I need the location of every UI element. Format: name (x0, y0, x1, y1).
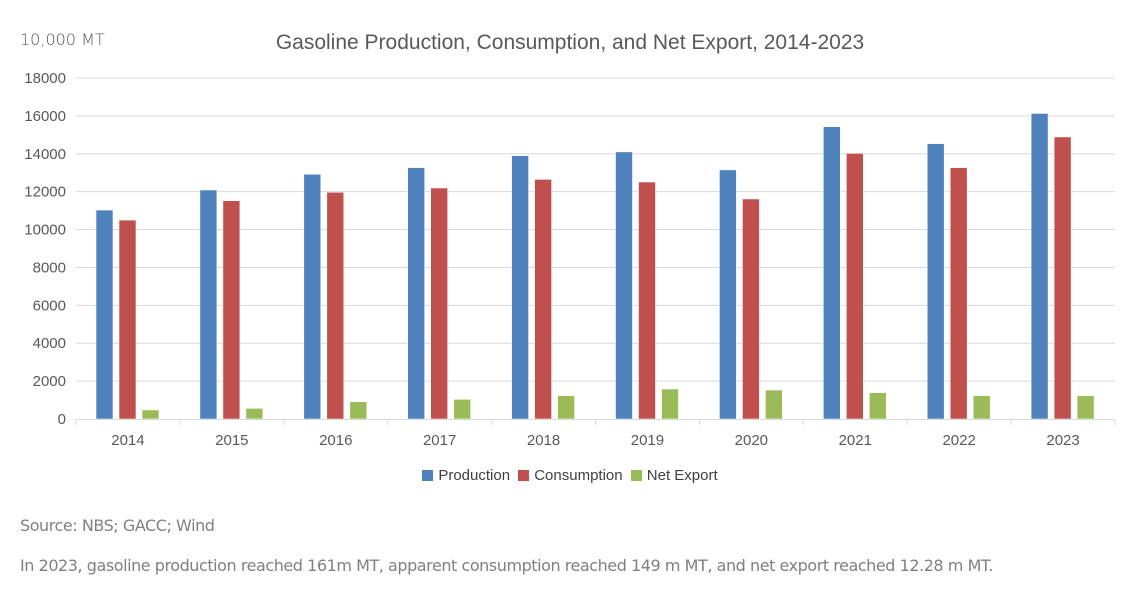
bar-net-export-2023 (1076, 395, 1095, 420)
bar-production-2016 (303, 173, 322, 420)
bar-chart: 0 2000 4000 6000 8000 10000 12000 14000 16000 180… (24, 70, 1116, 449)
bar-net-export-2021 (868, 392, 887, 420)
legend-label: Production (438, 467, 511, 484)
x-tick-label: 2015 (215, 432, 248, 449)
legend-swatch-consumption (518, 470, 530, 481)
legend: Production Consumption Net Export (0, 467, 1125, 484)
x-tick-label: 2016 (319, 432, 352, 449)
source-note: Source: NBS; GACC; Wind (20, 516, 215, 535)
bar-production-2018 (511, 155, 529, 420)
bar-net-export-2015 (245, 407, 264, 420)
x-axis: 2014 2015 2016 2017 2018 2019 2020 2021 2022 2023 (75, 419, 1116, 449)
bar-production-2020 (719, 169, 737, 420)
bar-net-export-2014 (141, 409, 160, 420)
bar-net-export-2017 (453, 398, 472, 420)
legend-item-consumption: Consumption (518, 467, 623, 484)
legend-item-production: Production (422, 467, 510, 484)
bar-net-export-2019 (661, 388, 679, 420)
x-tick-label: 2019 (631, 432, 664, 449)
y-tick-label: 8000 (33, 259, 66, 276)
x-tick-label: 2014 (111, 432, 144, 449)
bar-net-export-2018 (557, 395, 575, 420)
bar-consumption-2022 (949, 167, 968, 420)
x-tick-label: 2023 (1046, 432, 1079, 449)
bar-production-2023 (1030, 113, 1049, 420)
legend-item-net-export: Net Export (630, 467, 718, 484)
x-tick-label: 2018 (527, 432, 560, 449)
y-axis-unit-label: 10,000 MT (20, 30, 105, 49)
x-tick-label: 2020 (735, 432, 768, 449)
y-axis-ticks: 0 2000 4000 6000 8000 10000 12000 14000 16000 180… (24, 70, 66, 428)
legend-swatch-production (422, 470, 434, 481)
bars (95, 113, 1095, 420)
bar-consumption-2021 (845, 153, 864, 420)
bar-consumption-2017 (430, 187, 449, 420)
bar-consumption-2020 (742, 198, 760, 420)
legend-label: Consumption (534, 467, 623, 484)
bar-consumption-2019 (638, 181, 656, 420)
bar-consumption-2016 (326, 191, 345, 420)
y-tick-label: 6000 (33, 297, 66, 314)
bar-consumption-2015 (222, 200, 241, 420)
bar-consumption-2018 (534, 179, 552, 420)
chart-title: Gasoline Production, Consumption, and Ne… (275, 31, 865, 54)
summary-note: In 2023, gasoline production reached 161… (20, 556, 993, 575)
bar-consumption-2014 (118, 219, 137, 420)
bar-production-2014 (95, 209, 114, 420)
x-tick-label: 2022 (942, 432, 975, 449)
bar-production-2019 (615, 151, 633, 420)
bar-production-2022 (926, 143, 945, 420)
y-tick-label: 4000 (33, 335, 66, 352)
y-tick-label: 16000 (24, 108, 66, 125)
bar-consumption-2023 (1053, 136, 1072, 420)
y-tick-label: 2000 (33, 373, 66, 390)
y-tick-label: 0 (58, 411, 66, 428)
x-tick-label: 2017 (423, 432, 456, 449)
x-tick-label: 2021 (839, 432, 872, 449)
y-tick-label: 12000 (24, 184, 66, 201)
legend-swatch-net-export (630, 470, 642, 481)
legend-label: Net Export (646, 467, 718, 484)
bar-net-export-2020 (765, 389, 783, 420)
bar-production-2017 (407, 167, 426, 420)
y-tick-label: 18000 (24, 70, 66, 87)
y-tick-label: 10000 (24, 222, 66, 239)
bar-net-export-2016 (349, 401, 368, 420)
bar-net-export-2022 (972, 395, 991, 420)
bar-production-2021 (822, 126, 841, 420)
bar-production-2015 (199, 189, 218, 420)
y-tick-label: 14000 (24, 146, 66, 163)
